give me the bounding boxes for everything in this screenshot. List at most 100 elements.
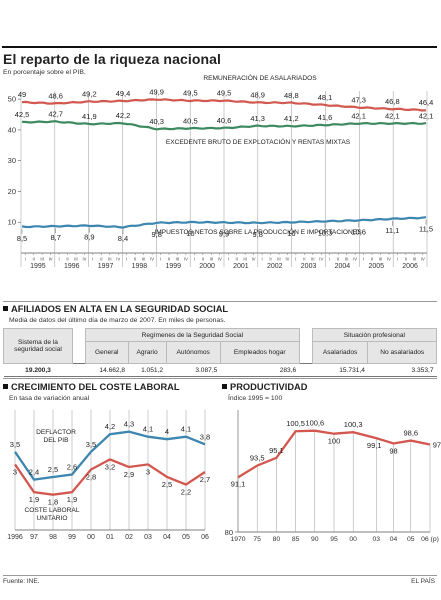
data-label: 42,1 <box>351 111 366 120</box>
quarter-tick-label: I <box>295 257 296 262</box>
data-label: 41,6 <box>318 113 333 122</box>
data-label: 99,1 <box>367 441 382 450</box>
data-label: 100,5 <box>286 419 305 428</box>
prod-title: PRODUCTIVIDAD <box>222 382 307 392</box>
quarter-tick-label: II <box>405 257 407 262</box>
page-subtitle: En porcentaje sobre el PIB. <box>3 69 86 76</box>
data-label: 42,1 <box>385 111 400 120</box>
x-tick-label: 06 (p) <box>421 536 439 543</box>
quarter-tick-label: IV <box>218 257 222 262</box>
data-label: 10 <box>287 229 295 238</box>
afiliados-table: Sistema de la seguridad social Regímenes… <box>3 328 438 377</box>
quarter-tick-label: II <box>269 257 271 262</box>
data-label: 41,2 <box>284 114 299 123</box>
year-label: 1999 <box>165 263 181 270</box>
series-line <box>237 429 431 479</box>
labor-title-text: CRECIMIENTO DEL COSTE LABORAL <box>11 382 180 392</box>
data-label: 9,8 <box>252 230 262 239</box>
year-label: 1998 <box>132 263 148 270</box>
x-tick-label: 04 <box>390 536 398 543</box>
quarter-tick-label: IV <box>319 257 323 262</box>
x-tick-label: 06 <box>201 534 209 541</box>
data-label: 48,6 <box>48 91 63 100</box>
data-label: 4,2 <box>105 422 115 431</box>
data-label: 3,5 <box>86 440 96 449</box>
labor-title: CRECIMIENTO DEL COSTE LABORAL <box>3 382 180 392</box>
quarter-tick-label: IV <box>150 257 154 262</box>
quarter-tick-label: IV <box>116 257 120 262</box>
series-line <box>21 120 427 131</box>
data-label: 100 <box>328 437 341 446</box>
x-tick-label: 00 <box>87 534 95 541</box>
data-label: 40,3 <box>149 117 164 126</box>
year-label: 2005 <box>368 263 384 270</box>
header-autonomos: Autónomos <box>165 341 221 364</box>
data-label: 8,4 <box>118 234 128 243</box>
series-name-label: COSTE LABORAL UNITARIO <box>25 507 80 522</box>
series-line <box>14 458 206 496</box>
data-label: 40,6 <box>217 116 232 125</box>
quarter-tick-label: I <box>126 257 127 262</box>
series-name-part: COSTE LABORAL <box>25 507 80 514</box>
year-label: 1996 <box>64 263 80 270</box>
quarter-tick-label: I <box>160 257 161 262</box>
data-label: 4,1 <box>143 425 153 434</box>
data-label: 3 <box>13 467 17 476</box>
year-label: 2000 <box>199 263 215 270</box>
y-tick-label: 20 <box>8 187 16 196</box>
header-no-asalariados: No asalariados <box>367 341 437 364</box>
x-tick-label: 02 <box>125 534 133 541</box>
data-label: 100,3 <box>344 420 363 429</box>
year-label: 2006 <box>402 263 418 270</box>
x-tick-label: 97 <box>30 534 38 541</box>
quarter-tick-label: IV <box>285 257 289 262</box>
x-tick-label: 1996 <box>7 534 23 541</box>
bullet-square-icon <box>3 306 8 311</box>
value-asalariados: 15.731,4 <box>312 363 368 377</box>
value-empleados-hogar: 283,6 <box>220 363 300 377</box>
data-label: 48,9 <box>250 91 265 100</box>
x-tick-label: 99 <box>68 534 76 541</box>
data-label: 4,3 <box>124 420 134 429</box>
data-label: 98 <box>389 447 397 456</box>
quarter-tick-label: III <box>413 257 417 262</box>
quarter-tick-label: II <box>100 257 102 262</box>
x-tick-label: 80 <box>273 536 281 543</box>
quarter-tick-label: II <box>168 257 170 262</box>
data-label: 2,6 <box>67 463 77 472</box>
value-agrario: 1.051,2 <box>128 363 167 377</box>
data-label: 49,5 <box>217 89 232 98</box>
data-label: 2,8 <box>86 472 96 481</box>
prod-subtitle: Índice 1995 = 100 <box>228 395 283 402</box>
x-tick-label: 90 <box>311 536 319 543</box>
series-name-part: DEL PIB <box>43 437 69 444</box>
data-label: 2,7 <box>200 475 210 484</box>
data-label: 9,8 <box>151 230 161 239</box>
year-label: 2003 <box>301 263 317 270</box>
series-name-label: EXCEDENTE BRUTO DE EXPLOTACIÓN Y RENTAS … <box>166 137 351 146</box>
source-note: Fuente: INE. <box>3 578 40 585</box>
afiliados-subtitle: Media de datos del último día de marzo d… <box>9 317 226 324</box>
series-name-part: UNITARIO <box>36 515 67 522</box>
afiliados-title-text: AFILIADOS EN ALTA EN LA SEGURIDAD SOCIAL <box>11 304 229 314</box>
x-tick-label: 01 <box>106 534 114 541</box>
quarter-tick-label: II <box>33 257 35 262</box>
data-label: 49,2 <box>82 90 97 99</box>
bullet-square-icon <box>222 384 227 389</box>
data-label: 1,8 <box>48 498 58 507</box>
data-label: 46,4 <box>419 98 434 107</box>
data-label: 46,8 <box>385 97 400 106</box>
quarter-tick-label: I <box>25 257 26 262</box>
data-label: 10,6 <box>351 227 366 236</box>
header-general: General <box>85 341 129 364</box>
data-label: 49,4 <box>116 89 131 98</box>
series-name-label: REMUNERACIÓN DE ASALARIADOS <box>203 73 317 82</box>
quarter-tick-label: II <box>66 257 68 262</box>
data-label: 2,5 <box>48 465 58 474</box>
y-tick-label: 30 <box>8 156 16 165</box>
quarter-tick-label: II <box>202 257 204 262</box>
quarter-tick-label: III <box>108 257 112 262</box>
quarter-tick-label: III <box>277 257 281 262</box>
value-sistema: 19.200,3 <box>3 363 73 377</box>
